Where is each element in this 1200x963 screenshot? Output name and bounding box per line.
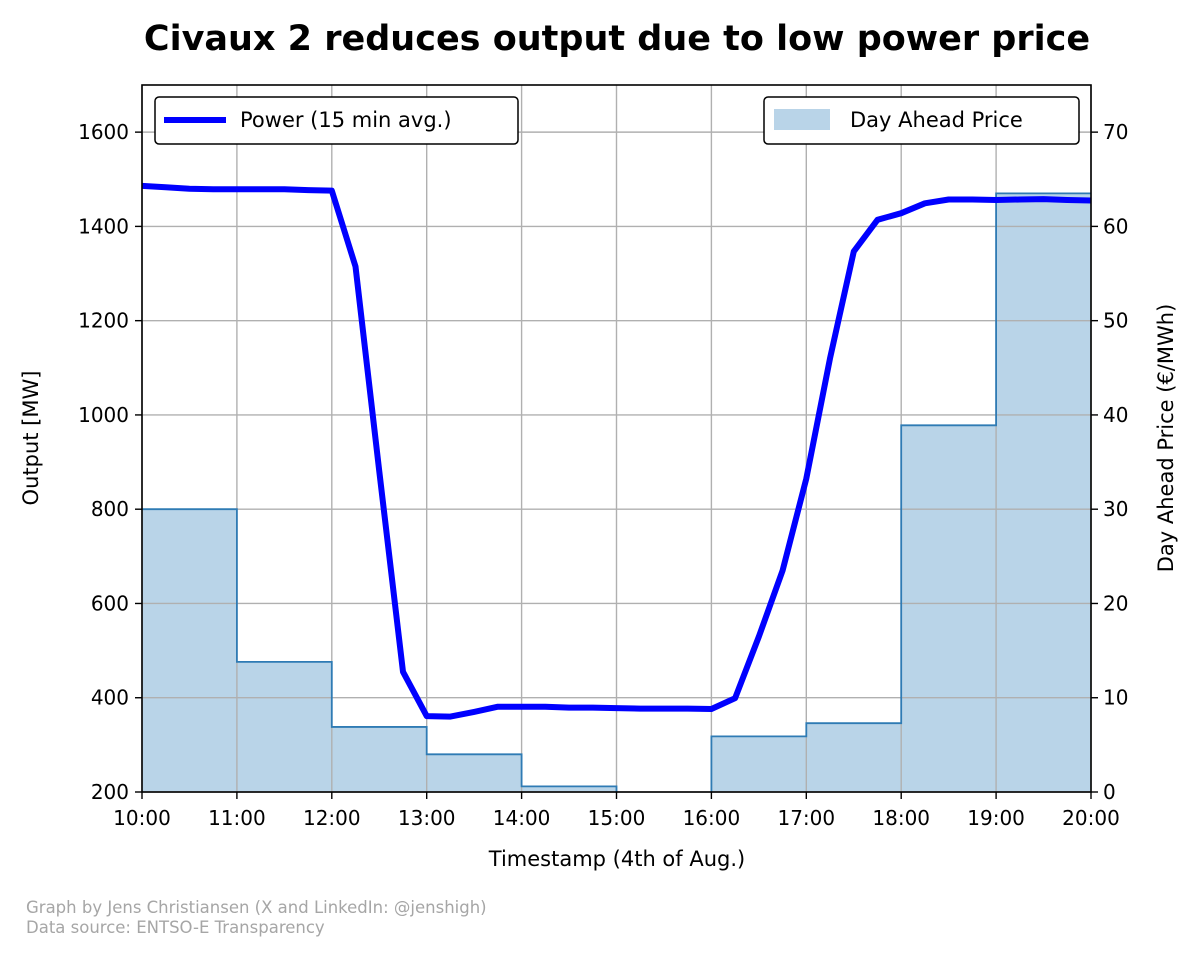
y-right-tick-label: 70 bbox=[1103, 120, 1128, 144]
x-tick-label: 10:00 bbox=[113, 806, 171, 830]
y-left-tick-label: 1600 bbox=[78, 120, 129, 144]
legend-power: Power (15 min avg.) bbox=[154, 96, 519, 145]
y-right-tick-label: 40 bbox=[1103, 403, 1128, 427]
price-bar bbox=[331, 726, 427, 792]
y-left-tick-label: 800 bbox=[91, 497, 129, 521]
price-bar bbox=[142, 509, 237, 792]
power-points bbox=[141, 185, 1092, 717]
price-bar bbox=[617, 792, 712, 798]
credit-author: Graph by Jens Christiansen (X and Linked… bbox=[26, 898, 487, 917]
y-left-tick-label: 200 bbox=[91, 780, 129, 804]
legend-price: Day Ahead Price bbox=[763, 96, 1080, 145]
x-tick-label: 20:00 bbox=[1062, 806, 1120, 830]
legend-power-label: Power (15 min avg.) bbox=[240, 108, 452, 132]
credit-source: Data source: ENTSO-E Transparency bbox=[26, 918, 325, 937]
legend-price-swatch bbox=[774, 109, 830, 130]
y-axis-left-ticks: 200 400 600 800 1000 1200 1400 1600 bbox=[78, 120, 142, 804]
x-axis-label: Timestamp (4th of Aug.) bbox=[488, 847, 745, 871]
price-bar bbox=[806, 723, 902, 792]
x-tick-label: 14:00 bbox=[493, 806, 551, 830]
y-right-tick-label: 60 bbox=[1103, 214, 1128, 238]
price-bars bbox=[142, 193, 1091, 798]
y-axis-left-label: Output [MW] bbox=[19, 371, 43, 506]
x-tick-label: 15:00 bbox=[588, 806, 646, 830]
chart-title: Civaux 2 reduces output due to low power… bbox=[144, 19, 1090, 59]
x-tick-label: 13:00 bbox=[398, 806, 456, 830]
y-left-tick-label: 1000 bbox=[78, 403, 129, 427]
x-tick-label: 18:00 bbox=[872, 806, 930, 830]
price-step-edge bbox=[142, 192, 1091, 792]
x-tick-label: 19:00 bbox=[967, 806, 1025, 830]
y-left-tick-label: 600 bbox=[91, 591, 129, 615]
price-bar bbox=[996, 193, 1091, 792]
y-right-tick-label: 10 bbox=[1103, 686, 1128, 710]
x-axis-ticks: 10:00 11:00 12:00 13:00 14:00 15:00 16:00 17:00… bbox=[113, 792, 1120, 830]
price-bar bbox=[236, 661, 332, 792]
y-right-tick-label: 0 bbox=[1103, 780, 1116, 804]
y-right-tick-label: 30 bbox=[1103, 497, 1128, 521]
y-axis-right-ticks: 0 10 20 30 40 50 60 70 bbox=[1091, 120, 1128, 804]
x-tick-label: 11:00 bbox=[208, 806, 266, 830]
legend-price-frame bbox=[763, 96, 1080, 145]
y-left-tick-label: 1200 bbox=[78, 309, 129, 333]
legend-power-frame bbox=[154, 96, 519, 145]
x-tick-label: 12:00 bbox=[303, 806, 361, 830]
price-bar bbox=[426, 754, 522, 792]
y-left-tick-label: 1400 bbox=[78, 214, 129, 238]
legend-price-label: Day Ahead Price bbox=[850, 108, 1023, 132]
x-tick-label: 16:00 bbox=[683, 806, 741, 830]
price-bar bbox=[711, 736, 807, 792]
y-axis-right-label: Day Ahead Price (€/MWh) bbox=[1154, 304, 1178, 573]
price-bar bbox=[521, 786, 617, 792]
y-right-tick-label: 20 bbox=[1103, 591, 1128, 615]
x-tick-label: 17:00 bbox=[777, 806, 835, 830]
y-right-tick-label: 50 bbox=[1103, 309, 1128, 333]
y-left-tick-label: 400 bbox=[91, 686, 129, 710]
price-bar bbox=[901, 425, 997, 792]
